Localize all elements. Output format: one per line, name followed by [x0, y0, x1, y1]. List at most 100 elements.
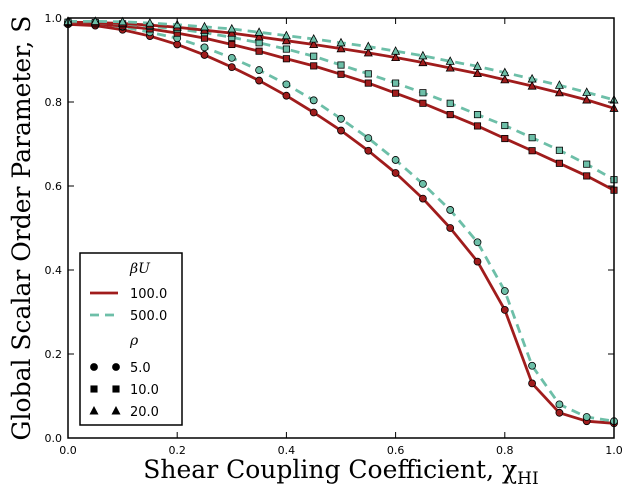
data-point-betaU-500.0-rho-5.0	[227, 54, 236, 62]
data-point-betaU-500.0-rho-10.0	[282, 45, 290, 53]
data-point-betaU-100.0-rho-20.0	[418, 57, 428, 67]
data-point-betaU-500.0-rho-10.0	[555, 146, 563, 154]
data-point-betaU-500.0-rho-5.0	[528, 361, 536, 370]
data-point-betaU-100.0-rho-20.0	[254, 31, 264, 41]
data-point-betaU-100.0-rho-20.0	[445, 62, 455, 72]
data-point-betaU-500.0-rho-5.0	[446, 206, 455, 214]
data-point-betaU-100.0-rho-10.0	[255, 47, 263, 55]
data-point-betaU-500.0-rho-5.0	[500, 287, 509, 295]
x-axis-label: Shear Coupling Coefficient, χHI	[143, 455, 538, 487]
data-point-betaU-500.0-rho-5.0	[473, 238, 482, 247]
data-point-betaU-100.0-rho-20.0	[281, 35, 291, 45]
legend-label-rho-10.0: 10.0	[130, 383, 159, 398]
data-point-betaU-100.0-rho-5.0	[500, 305, 509, 314]
plot-frame	[67, 17, 615, 439]
x-tick-label: 0.6	[387, 444, 405, 457]
data-point-betaU-100.0-rho-20.0	[227, 28, 237, 37]
legend-marker-rho-5.0	[112, 363, 120, 371]
data-point-betaU-500.0-rho-20.0	[527, 73, 537, 83]
plot-area	[63, 16, 619, 428]
data-point-betaU-500.0-rho-5.0	[364, 134, 373, 143]
data-point-betaU-500.0-rho-10.0	[583, 160, 591, 168]
data-point-betaU-500.0-rho-10.0	[501, 121, 509, 130]
data-point-betaU-500.0-rho-20.0	[309, 33, 319, 43]
data-point-betaU-100.0-rho-20.0	[527, 80, 537, 90]
data-point-betaU-500.0-rho-10.0	[337, 61, 345, 69]
data-point-betaU-100.0-rho-5.0	[337, 126, 345, 135]
data-point-betaU-100.0-rho-5.0	[200, 51, 209, 59]
data-point-betaU-100.0-rho-5.0	[364, 146, 373, 155]
data-point-betaU-500.0-rho-20.0	[90, 16, 100, 25]
data-point-betaU-100.0-rho-5.0	[282, 91, 291, 100]
axis-ticks: 0.0 0.2 0.4 0.6 0.8 1.0 0.0 0.2 0.4 0.6 0.8 1.0	[45, 12, 623, 457]
data-point-betaU-100.0-rho-10.0	[528, 147, 536, 155]
data-point-betaU-500.0-rho-5.0	[555, 400, 564, 409]
data-point-betaU-500.0-rho-10.0	[392, 79, 400, 87]
data-point-betaU-500.0-rho-5.0	[418, 179, 427, 188]
data-point-betaU-500.0-rho-10.0	[473, 111, 482, 119]
data-point-betaU-100.0-rho-20.0	[582, 94, 592, 104]
legend-title-rho: ρ	[129, 333, 139, 349]
data-point-betaU-500.0-rho-20.0	[336, 37, 346, 47]
data-point-betaU-500.0-rho-20.0	[472, 61, 483, 70]
data-point-betaU-100.0-rho-10.0	[228, 40, 236, 49]
data-point-betaU-500.0-rho-10.0	[446, 99, 454, 107]
data-point-betaU-100.0-rho-10.0	[501, 134, 509, 143]
data-point-betaU-500.0-rho-20.0	[582, 87, 592, 96]
data-point-betaU-500.0-rho-20.0	[227, 23, 237, 33]
data-point-betaU-500.0-rho-5.0	[337, 114, 345, 123]
legend-label-betaU-100.0: 100.0	[130, 287, 167, 302]
data-point-betaU-100.0-rho-10.0	[446, 111, 454, 119]
data-point-betaU-100.0-rho-10.0	[364, 79, 372, 87]
data-point-betaU-100.0-rho-10.0	[282, 55, 290, 63]
data-point-betaU-500.0-rho-10.0	[255, 39, 263, 47]
legend: βU 100.0 500.0 ρ 5.0 10.0 20.0	[79, 252, 183, 426]
data-point-betaU-100.0-rho-20.0	[472, 68, 483, 77]
y-tick-label: 0.0	[45, 432, 63, 445]
data-point-betaU-500.0-rho-10.0	[364, 70, 372, 78]
data-point-betaU-500.0-rho-5.0	[200, 43, 209, 52]
data-point-betaU-100.0-rho-10.0	[555, 159, 563, 167]
data-point-betaU-100.0-rho-5.0	[418, 194, 427, 203]
data-point-betaU-100.0-rho-5.0	[255, 76, 264, 85]
y-tick-label: 0.4	[45, 264, 63, 277]
data-point-betaU-100.0-rho-10.0	[473, 122, 482, 130]
data-point-betaU-100.0-rho-5.0	[473, 257, 482, 266]
legend-marker-rho-10.0	[112, 385, 120, 393]
data-point-betaU-100.0-rho-10.0	[583, 172, 591, 180]
data-point-betaU-100.0-rho-5.0	[446, 224, 455, 232]
data-point-betaU-100.0-rho-10.0	[419, 99, 427, 107]
data-point-betaU-500.0-rho-20.0	[118, 16, 128, 26]
data-point-betaU-100.0-rho-10.0	[392, 89, 400, 97]
x-tick-label: 0.8	[496, 444, 514, 457]
data-point-betaU-100.0-rho-10.0	[310, 62, 318, 70]
y-axis-label: Global Scalar Order Parameter, S	[7, 16, 36, 441]
data-point-betaU-500.0-rho-5.0	[582, 413, 591, 421]
x-tick-label: 0.4	[278, 444, 296, 457]
legend-box	[79, 252, 183, 426]
data-point-betaU-500.0-rho-10.0	[419, 89, 427, 97]
data-point-betaU-500.0-rho-20.0	[418, 50, 428, 60]
data-point-betaU-100.0-rho-5.0	[227, 63, 236, 72]
y-tick-label: 0.6	[45, 180, 63, 193]
legend-marker-rho-20.0	[89, 405, 99, 415]
legend-title-betaU: βU	[129, 261, 151, 277]
x-tick-label: 0.0	[59, 444, 77, 457]
data-point-betaU-500.0-rho-20.0	[172, 19, 182, 29]
data-point-betaU-500.0-rho-20.0	[281, 30, 291, 40]
data-point-betaU-500.0-rho-20.0	[199, 21, 210, 31]
data-point-betaU-100.0-rho-20.0	[363, 47, 373, 57]
legend-label-rho-5.0: 5.0	[130, 361, 151, 376]
data-point-betaU-100.0-rho-10.0	[337, 70, 345, 78]
legend-label-betaU-500.0: 500.0	[130, 309, 167, 324]
data-point-betaU-500.0-rho-5.0	[391, 156, 400, 164]
data-point-betaU-100.0-rho-5.0	[555, 408, 564, 417]
data-point-betaU-500.0-rho-20.0	[500, 67, 510, 77]
data-point-betaU-500.0-rho-20.0	[363, 41, 373, 51]
data-point-betaU-500.0-rho-20.0	[254, 27, 264, 36]
data-point-betaU-100.0-rho-5.0	[391, 169, 400, 177]
legend-marker-rho-20.0	[111, 405, 121, 415]
data-point-betaU-500.0-rho-5.0	[282, 80, 291, 89]
